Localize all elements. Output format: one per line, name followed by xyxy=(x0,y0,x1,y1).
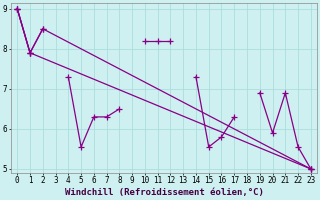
X-axis label: Windchill (Refroidissement éolien,°C): Windchill (Refroidissement éolien,°C) xyxy=(65,188,263,197)
